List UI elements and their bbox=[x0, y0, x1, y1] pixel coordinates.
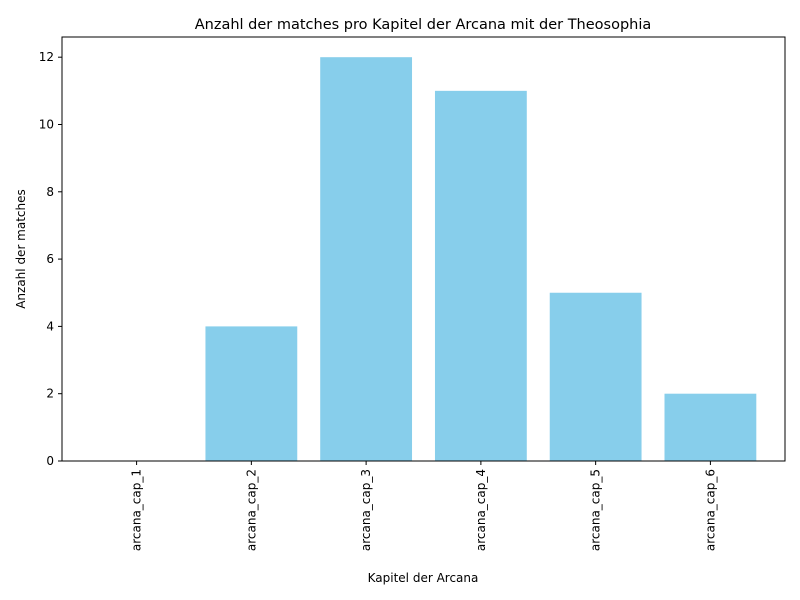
x-tick-label: arcana_cap_6 bbox=[703, 469, 717, 551]
bar-arcana_cap_2 bbox=[205, 326, 298, 461]
bars-layer bbox=[205, 57, 757, 461]
y-tick-label: 12 bbox=[39, 50, 54, 64]
x-tick-label: arcana_cap_1 bbox=[130, 469, 144, 551]
y-tick-label: 6 bbox=[46, 252, 54, 266]
x-tick-label: arcana_cap_5 bbox=[589, 469, 603, 551]
bar-arcana_cap_6 bbox=[664, 393, 757, 461]
y-axis-ticks: 0 2 4 6 8 10 12 bbox=[39, 50, 62, 468]
y-axis-label: Anzahl der matches bbox=[14, 189, 28, 309]
chart-title: Anzahl der matches pro Kapitel der Arcan… bbox=[195, 17, 652, 33]
y-tick-label: 8 bbox=[46, 185, 54, 199]
bar-arcana_cap_5 bbox=[549, 292, 642, 461]
x-tick-label: arcana_cap_4 bbox=[474, 469, 488, 551]
x-axis-label: Kapitel der Arcana bbox=[368, 571, 479, 585]
bar-arcana_cap_3 bbox=[320, 57, 413, 461]
y-tick-label: 4 bbox=[46, 319, 54, 333]
x-tick-label: arcana_cap_3 bbox=[359, 469, 373, 551]
bar-arcana_cap_4 bbox=[434, 90, 527, 461]
x-tick-label: arcana_cap_2 bbox=[244, 469, 258, 551]
y-tick-label: 0 bbox=[46, 454, 54, 468]
y-tick-label: 10 bbox=[39, 117, 54, 131]
x-axis-ticks: arcana_cap_1 arcana_cap_2 arcana_cap_3 arca… bbox=[130, 461, 717, 551]
y-tick-label: 2 bbox=[46, 387, 54, 401]
plot-frame bbox=[61, 36, 786, 462]
